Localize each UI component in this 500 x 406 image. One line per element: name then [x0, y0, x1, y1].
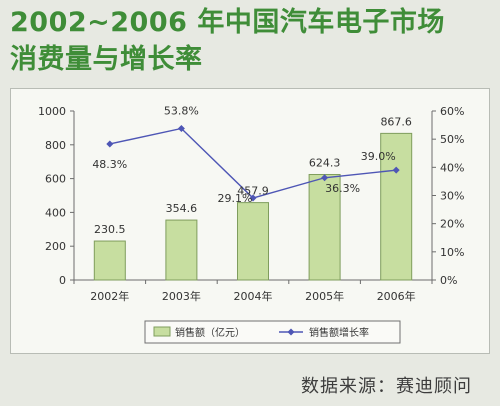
- sales-bar: [237, 202, 269, 281]
- line-legend-marker: [287, 328, 295, 336]
- right-y-tick-label: 20%: [440, 218, 464, 231]
- left-y-tick-label: 800: [45, 139, 66, 152]
- right-y-tick-label: 50%: [440, 133, 464, 146]
- growth-rate-point: [106, 140, 114, 148]
- growth-rate-label: 48.3%: [92, 158, 127, 171]
- x-tick-label: 2002年: [90, 289, 129, 303]
- left-y-tick-label: 600: [45, 173, 66, 186]
- growth-rate-label: 53.8%: [164, 104, 199, 117]
- sales-bar-label: 624.3: [309, 156, 341, 169]
- sales-bar: [308, 173, 341, 281]
- x-tick-label: 2006年: [377, 289, 416, 303]
- sales-bar-label: 867.6: [380, 115, 412, 128]
- growth-rate-point: [249, 194, 257, 202]
- growth-rate-label: 29.1%: [218, 192, 253, 205]
- source-note: 数据来源：赛迪顾问: [301, 376, 472, 397]
- right-y-tick-label: 40%: [440, 161, 464, 174]
- chart-title: 2002~2006 年中国汽车电子市场 消费量与增长率: [10, 4, 490, 78]
- growth-rate-label: 39.0%: [361, 150, 396, 163]
- title-line-1: 2002~2006 年中国汽车电子市场: [10, 7, 445, 38]
- growth-rate-point: [321, 174, 329, 182]
- x-tick-label: 2004年: [234, 289, 273, 303]
- sales-bar: [165, 219, 198, 281]
- right-y-tick-label: 0%: [440, 274, 457, 287]
- bar-series: [93, 132, 413, 281]
- left-y-tick-label: 0: [59, 274, 66, 287]
- growth-rate-point: [392, 166, 400, 174]
- sales-bar: [380, 132, 413, 281]
- right-y-tick-label: 60%: [440, 105, 464, 118]
- bar-legend-swatch: [153, 326, 171, 337]
- left-y-tick-label: 200: [45, 240, 66, 253]
- sales-bar-label: 230.5: [94, 223, 126, 236]
- x-tick-label: 2005年: [305, 289, 344, 303]
- legend-box: [144, 320, 401, 344]
- data-labels: 230.5 354.6 457.9 624.3 867.6 48.3% 53.8% 29.1%…: [92, 104, 412, 236]
- growth-rate-label: 36.3%: [325, 182, 360, 195]
- bar-legend-label: 销售额（亿元）: [175, 326, 245, 339]
- right-y-tick-label: 30%: [440, 190, 464, 203]
- line-legend-label: 销售额增长率: [309, 326, 369, 339]
- sales-bar-label: 354.6: [166, 202, 198, 215]
- sales-bar: [93, 240, 126, 281]
- left-y-tick-label: 400: [45, 206, 66, 219]
- right-y-tick-label: 10%: [440, 246, 464, 259]
- title-line-2: 消费量与增长率: [10, 44, 203, 75]
- x-tick-label: 2003年: [162, 289, 201, 303]
- left-y-tick-label: 1000: [38, 105, 66, 118]
- growth-rate-point: [177, 124, 185, 132]
- legend: 销售额（亿元） 销售额增长率: [144, 320, 401, 344]
- sales-bar-label: 457.9: [237, 185, 269, 198]
- line-series: [106, 124, 400, 202]
